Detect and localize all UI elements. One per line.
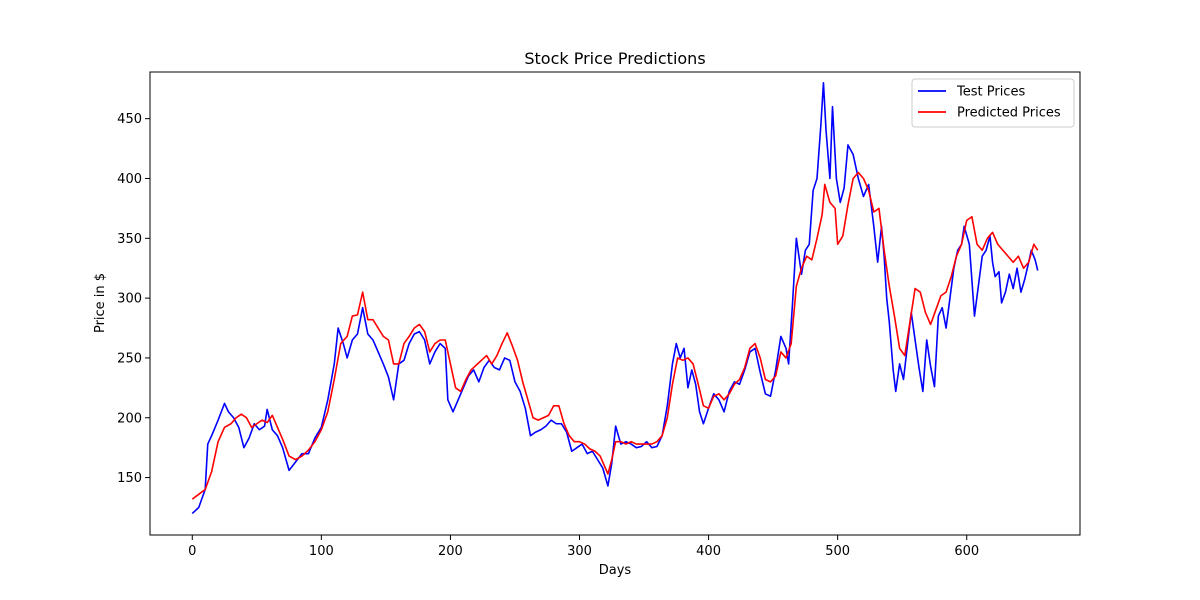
x-tick-label: 400 xyxy=(696,544,721,559)
plot-frame xyxy=(149,71,1081,536)
y-tick-label: 450 xyxy=(117,112,142,127)
x-tick-label: 100 xyxy=(309,544,334,559)
y-tick-label: 250 xyxy=(117,351,142,366)
x-axis-label: Days xyxy=(599,563,632,578)
legend: Test Prices Predicted Prices xyxy=(911,78,1075,128)
y-axis: 150 200 250 300 350 400 450 xyxy=(117,112,150,486)
x-tick-label: 500 xyxy=(825,544,850,559)
y-tick-label: 350 xyxy=(117,232,142,247)
y-tick-label: 300 xyxy=(117,292,142,307)
chart-title: Stock Price Predictions xyxy=(524,49,705,68)
x-axis: 0 100 200 300 400 500 600 xyxy=(188,535,979,559)
legend-label-1: Predicted Prices xyxy=(957,106,1061,121)
y-axis-label: Price in $ xyxy=(93,273,108,333)
y-tick-label: 150 xyxy=(117,471,142,486)
plot-area xyxy=(191,81,1039,515)
series-line-1 xyxy=(191,171,1039,500)
series-line-0 xyxy=(191,81,1039,515)
legend-box xyxy=(911,78,1075,128)
legend-label-0: Test Prices xyxy=(956,85,1025,100)
x-tick-label: 600 xyxy=(954,544,979,559)
y-tick-label: 200 xyxy=(117,411,142,426)
x-tick-label: 300 xyxy=(567,544,592,559)
x-tick-label: 0 xyxy=(188,544,196,559)
y-tick-label: 400 xyxy=(117,172,142,187)
x-tick-label: 200 xyxy=(438,544,463,559)
